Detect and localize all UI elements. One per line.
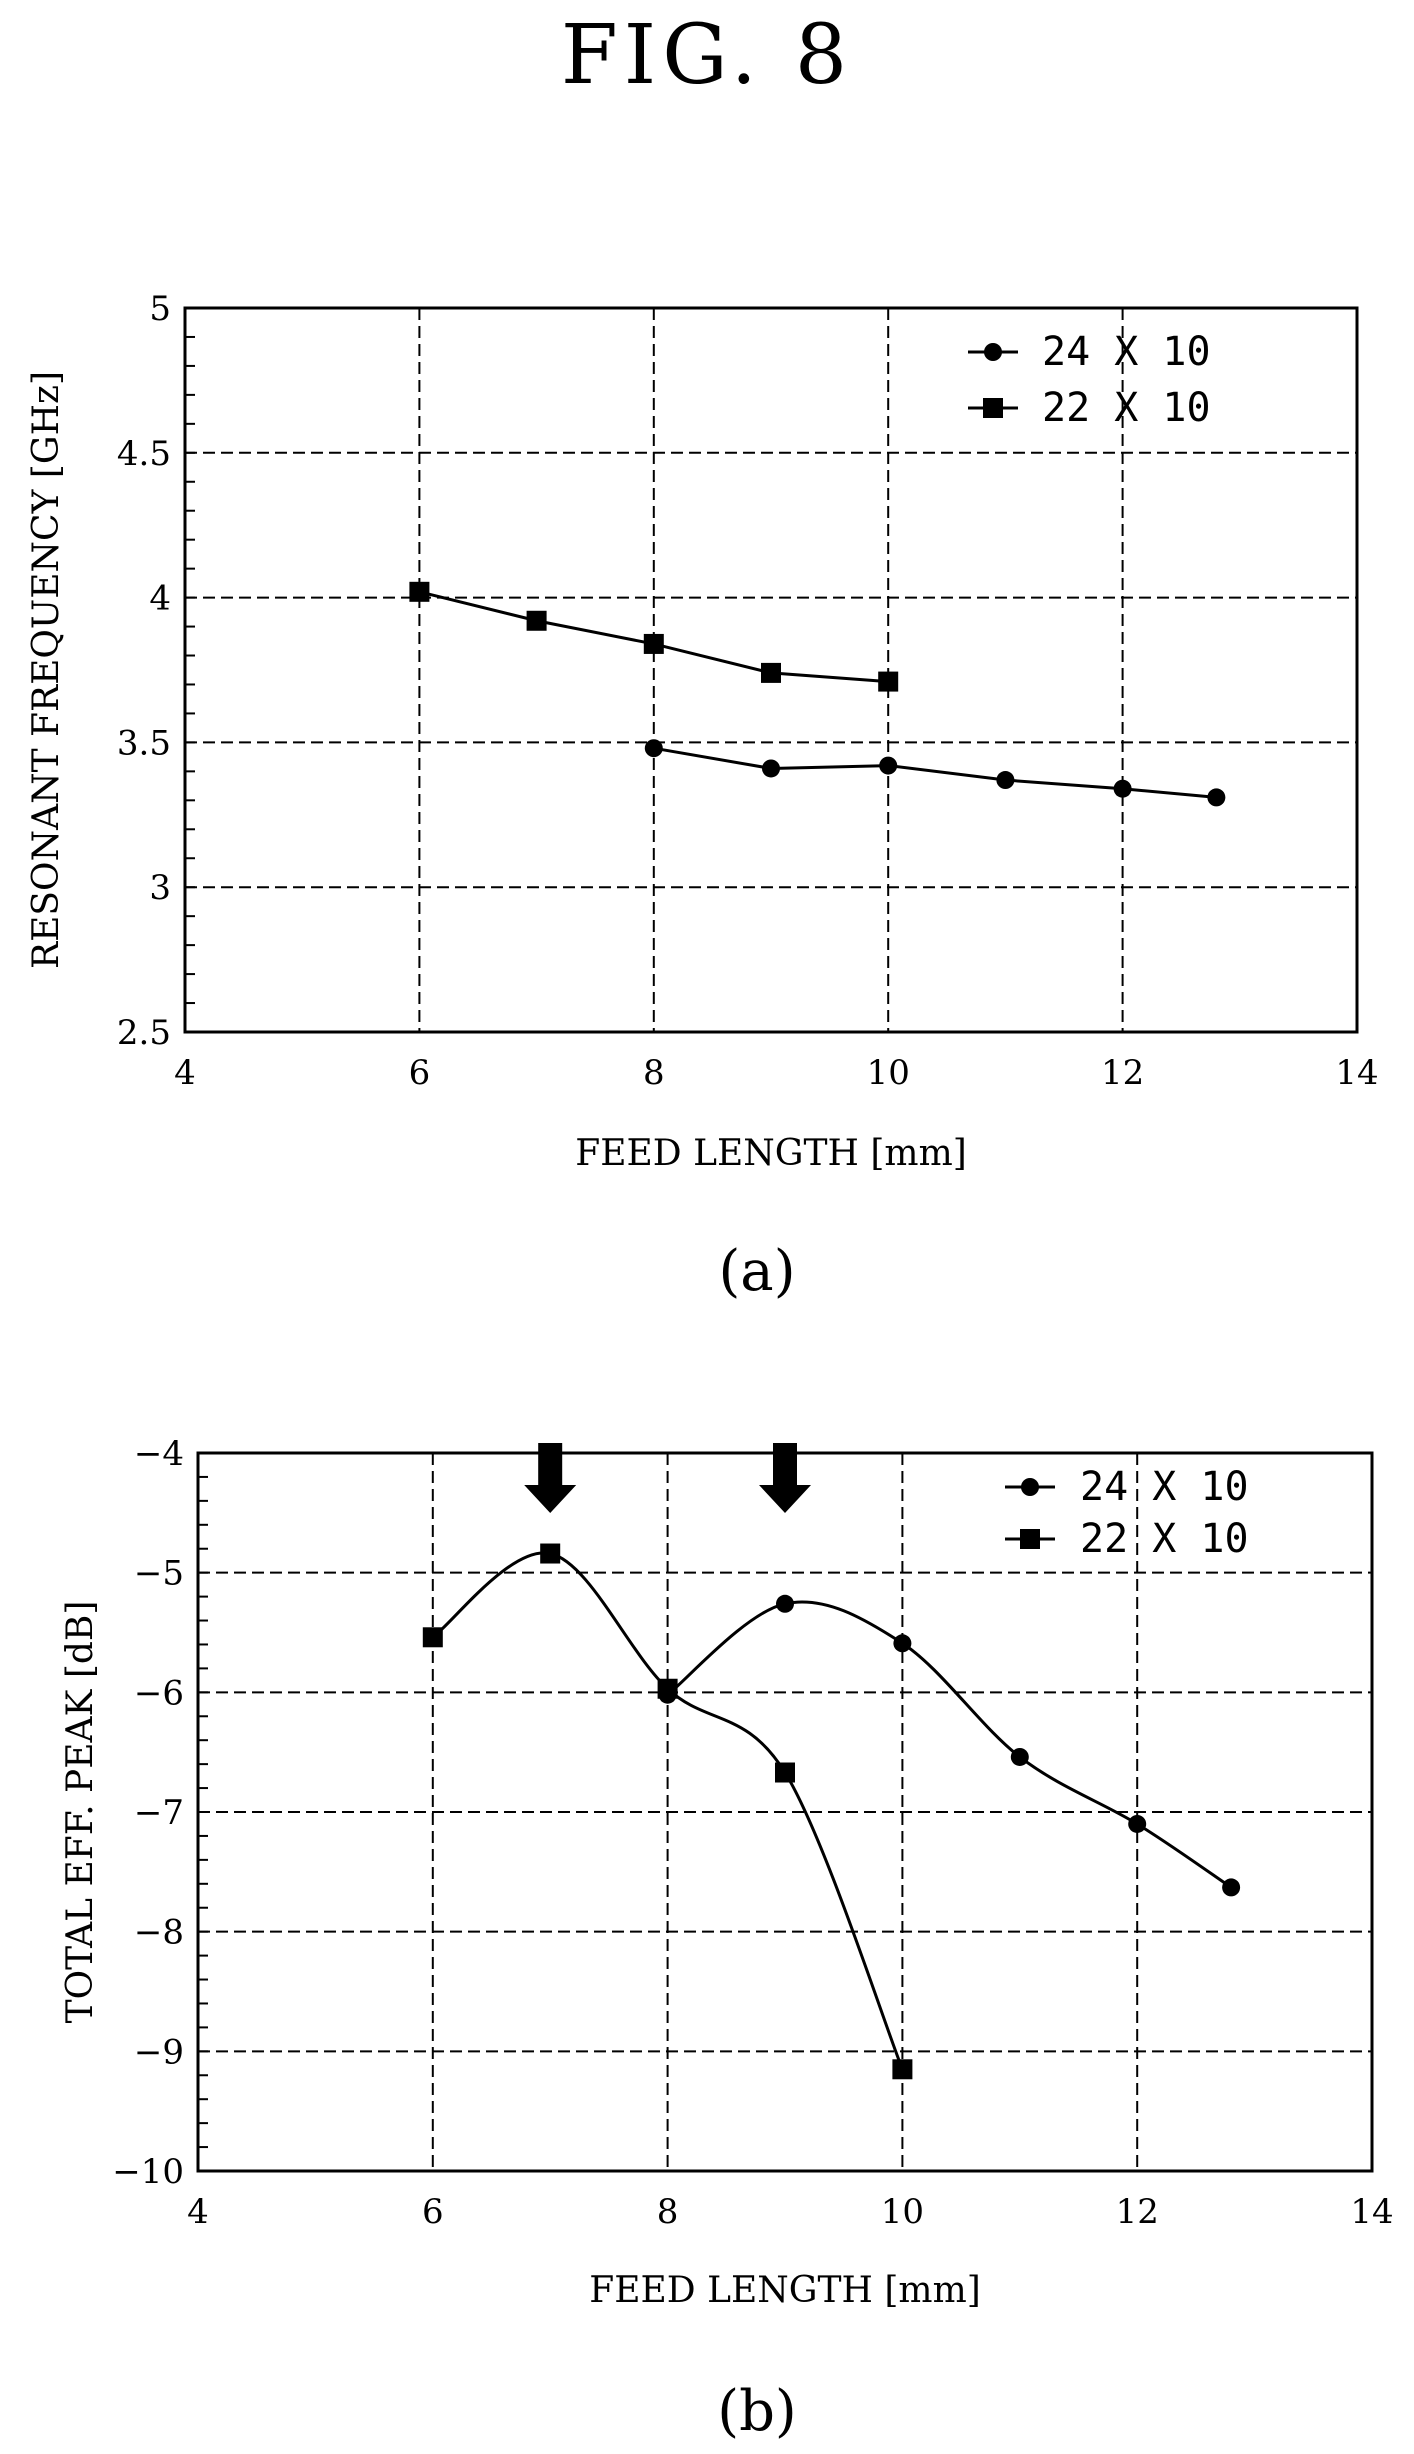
series-24x10-point — [996, 771, 1015, 790]
y-tick-label: −8 — [134, 1913, 184, 1953]
x-tick-label: 8 — [657, 2192, 679, 2232]
chart-caption: (b) — [717, 2379, 797, 2444]
plot-frame — [183, 306, 1359, 1034]
series-22x10-point — [422, 1627, 443, 1648]
legend-label: 22 X 10 — [1042, 385, 1211, 431]
y-tick-label: 4.5 — [117, 434, 171, 474]
series-22x10-line — [431, 1551, 904, 2070]
figure-title: FIG. 8 — [560, 8, 854, 103]
y-axis-label: RESONANT FREQUENCY [GHz] — [26, 371, 67, 969]
series-24x10-point — [762, 759, 780, 778]
down-arrow-annotation — [759, 1443, 811, 1513]
x-tick-label: 6 — [409, 1053, 431, 1093]
x-axis-label: FEED LENGTH [mm] — [589, 2270, 981, 2311]
x-tick-label: 8 — [643, 1053, 665, 1093]
y-axis-label: TOTAL EFF. PEAK [dB] — [60, 1601, 101, 2024]
series-24x10-line — [653, 746, 1217, 799]
y-tick-label: −4 — [134, 1434, 184, 1474]
series-22x10-point — [643, 633, 664, 654]
legend-marker — [984, 343, 1002, 361]
chart-b: 4 6 8 10 12 14 −10 −9 −8 −7 −6 −5 −4 FEED LENGTH [mm]… — [60, 1434, 1394, 2444]
y-tick-label: −10 — [112, 2152, 184, 2192]
y-tick-label: −6 — [134, 1673, 184, 1713]
x-tick-label: 12 — [1116, 2192, 1159, 2232]
y-tick-label: 5 — [149, 289, 171, 329]
y-tick-label: 3.5 — [117, 723, 171, 763]
series-22x10-point — [540, 1543, 561, 1564]
x-tick-label: 4 — [187, 2192, 209, 2232]
y-tick-label: −7 — [134, 1793, 184, 1833]
series-24x10-point — [1010, 1747, 1029, 1766]
series-24x10-point — [1222, 1878, 1241, 1897]
y-tick-label: 3 — [149, 868, 171, 908]
legend-marker — [1021, 1478, 1039, 1496]
y-tick-label: −5 — [134, 1554, 184, 1594]
series-22x10-point — [761, 662, 781, 683]
down-arrow-annotation — [524, 1443, 577, 1513]
x-tick-label: 12 — [1101, 1053, 1144, 1093]
x-tick-label: 4 — [174, 1053, 196, 1093]
series-24x10-point — [644, 739, 663, 758]
x-tick-label: 10 — [867, 1053, 910, 1093]
series-24x10-line — [666, 1600, 1232, 1889]
series-22x10-point — [409, 581, 430, 602]
x-tick-label: 14 — [1350, 2192, 1393, 2232]
y-tick-label: 4 — [149, 579, 171, 619]
chart-a: 4 6 8 10 12 14 2.5 3 3.5 4 4.5 5 FEED LENGTH [mm] RES… — [26, 289, 1379, 1304]
x-tick-label: 6 — [422, 2192, 444, 2232]
series-22x10-point — [878, 671, 899, 692]
chart-caption: (a) — [718, 1239, 795, 1304]
x-axis-label: FEED LENGTH [mm] — [575, 1133, 967, 1174]
series-24x10-point — [879, 756, 898, 775]
series-22x10-point — [526, 610, 547, 631]
legend-label: 24 X 10 — [1042, 329, 1211, 375]
series-24x10-point — [776, 1594, 794, 1613]
series-22x10-point — [657, 1678, 678, 1699]
legend-marker — [983, 398, 1003, 418]
series-24x10-point — [893, 1634, 912, 1653]
legend-label: 22 X 10 — [1080, 1516, 1249, 1562]
legend-marker — [1020, 1529, 1040, 1549]
series-24x10-point — [1207, 788, 1226, 807]
series-24x10-point — [1128, 1814, 1147, 1833]
x-tick-label: 14 — [1335, 1053, 1378, 1093]
series-24x10-point — [1113, 779, 1132, 798]
series-22x10-point — [892, 2059, 913, 2080]
y-tick-label: −9 — [134, 2032, 184, 2072]
y-tick-label: 2.5 — [117, 1013, 171, 1053]
legend-label: 24 X 10 — [1080, 1464, 1249, 1510]
x-tick-label: 10 — [881, 2192, 924, 2232]
series-22x10-point — [775, 1762, 795, 1783]
